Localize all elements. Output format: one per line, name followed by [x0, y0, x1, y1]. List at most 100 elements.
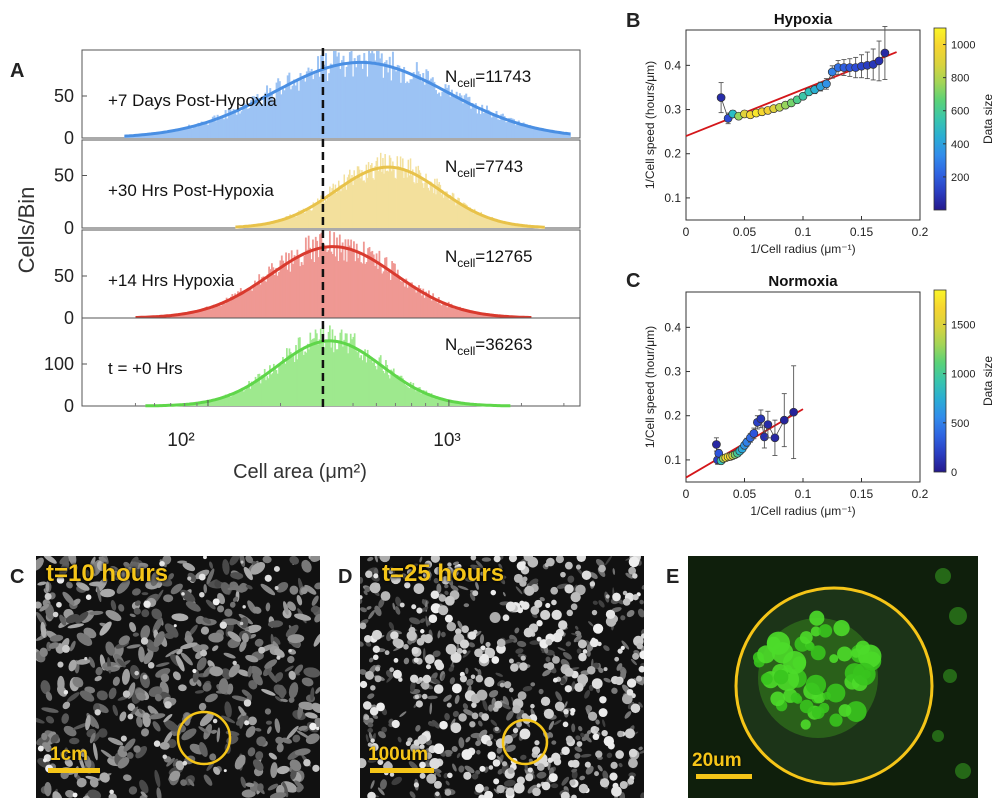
cell [296, 730, 311, 740]
histogram-bar [201, 401, 203, 406]
histogram-bar [421, 183, 424, 228]
colorbar-tick-label: 800 [951, 73, 969, 85]
cell [443, 772, 448, 779]
histogram-bar [191, 312, 194, 318]
cell [372, 714, 379, 720]
cell [66, 581, 73, 589]
cell [464, 765, 475, 774]
cell [209, 666, 224, 677]
histogram-bar [297, 337, 300, 406]
histogram-bar [317, 56, 320, 139]
cell [605, 609, 616, 620]
cell [202, 617, 212, 624]
histogram-bar [560, 133, 563, 138]
histogram-bar [426, 394, 429, 406]
histogram-bar [313, 338, 316, 406]
histogram-bar [241, 387, 244, 406]
cell [375, 666, 381, 672]
cell [470, 556, 477, 561]
cell [433, 684, 444, 694]
cell [773, 669, 789, 685]
cell [286, 725, 299, 740]
histogram-bar [489, 219, 491, 228]
cell [493, 778, 500, 785]
histogram-bar [278, 365, 280, 406]
cell [175, 760, 185, 771]
cell [480, 571, 485, 576]
histogram-bar [453, 308, 456, 318]
histogram-bar [503, 222, 506, 228]
histogram-bar [473, 311, 476, 318]
cell [102, 577, 106, 581]
y-axis-label: Cells/Bin [14, 187, 39, 274]
histogram-bar [208, 122, 211, 138]
cell [501, 703, 511, 710]
cell [482, 786, 489, 792]
histogram-bar [249, 388, 252, 406]
cell [552, 655, 560, 664]
colorbar-tick-label: 1000 [951, 369, 975, 381]
cell [424, 654, 435, 665]
cell [441, 576, 450, 585]
histogram-bar [347, 353, 349, 406]
cell [461, 749, 473, 760]
histogram-bar [403, 66, 406, 138]
histogram-bar [522, 122, 525, 138]
histogram-bar [369, 359, 372, 406]
cell [799, 631, 813, 645]
histogram-bar [190, 312, 193, 318]
cell [496, 638, 506, 648]
cell [451, 683, 462, 694]
histogram-bar [340, 191, 342, 228]
cell [57, 675, 65, 692]
cell [444, 749, 453, 756]
histogram-bar [437, 297, 440, 318]
histogram-bar [395, 71, 398, 138]
cell [153, 740, 161, 747]
cell [455, 628, 462, 635]
cell [99, 772, 110, 783]
cell [411, 646, 419, 655]
histogram-bar [513, 224, 516, 228]
cell [425, 615, 429, 627]
cell [363, 718, 370, 724]
cell [231, 695, 249, 702]
histogram-bar [274, 99, 277, 138]
cell [250, 561, 266, 575]
cell [632, 573, 638, 579]
histogram-bar [384, 257, 386, 318]
histogram-bar [404, 385, 407, 406]
histogram-bar [458, 93, 461, 138]
cell [243, 699, 252, 707]
histogram-bar [382, 271, 385, 318]
histogram-bar [329, 186, 331, 228]
cell [188, 778, 195, 787]
cell [536, 763, 545, 771]
cell [262, 556, 272, 564]
histogram-bar [385, 360, 387, 406]
histogram-bar [449, 96, 452, 138]
cell [430, 556, 440, 563]
histogram-bar [223, 396, 226, 406]
colorbar-tick-label: 1500 [951, 319, 975, 331]
cell [632, 594, 639, 601]
histogram-bar [315, 333, 318, 406]
cell [555, 556, 564, 564]
histogram-bar [210, 401, 213, 406]
histogram-bar [240, 390, 243, 406]
histogram-bar [326, 195, 329, 228]
cell [373, 573, 379, 579]
cell [105, 610, 122, 622]
histogram-bar [405, 278, 408, 318]
cell [456, 563, 462, 569]
histogram-bar [222, 303, 225, 318]
histogram-bar [386, 271, 389, 318]
cell [241, 789, 256, 798]
cell [206, 761, 215, 772]
data-point [874, 56, 884, 66]
histogram-bar [417, 71, 420, 138]
histogram-bar [296, 249, 299, 318]
cell [141, 592, 149, 596]
cell [153, 589, 164, 605]
cell [641, 584, 644, 590]
